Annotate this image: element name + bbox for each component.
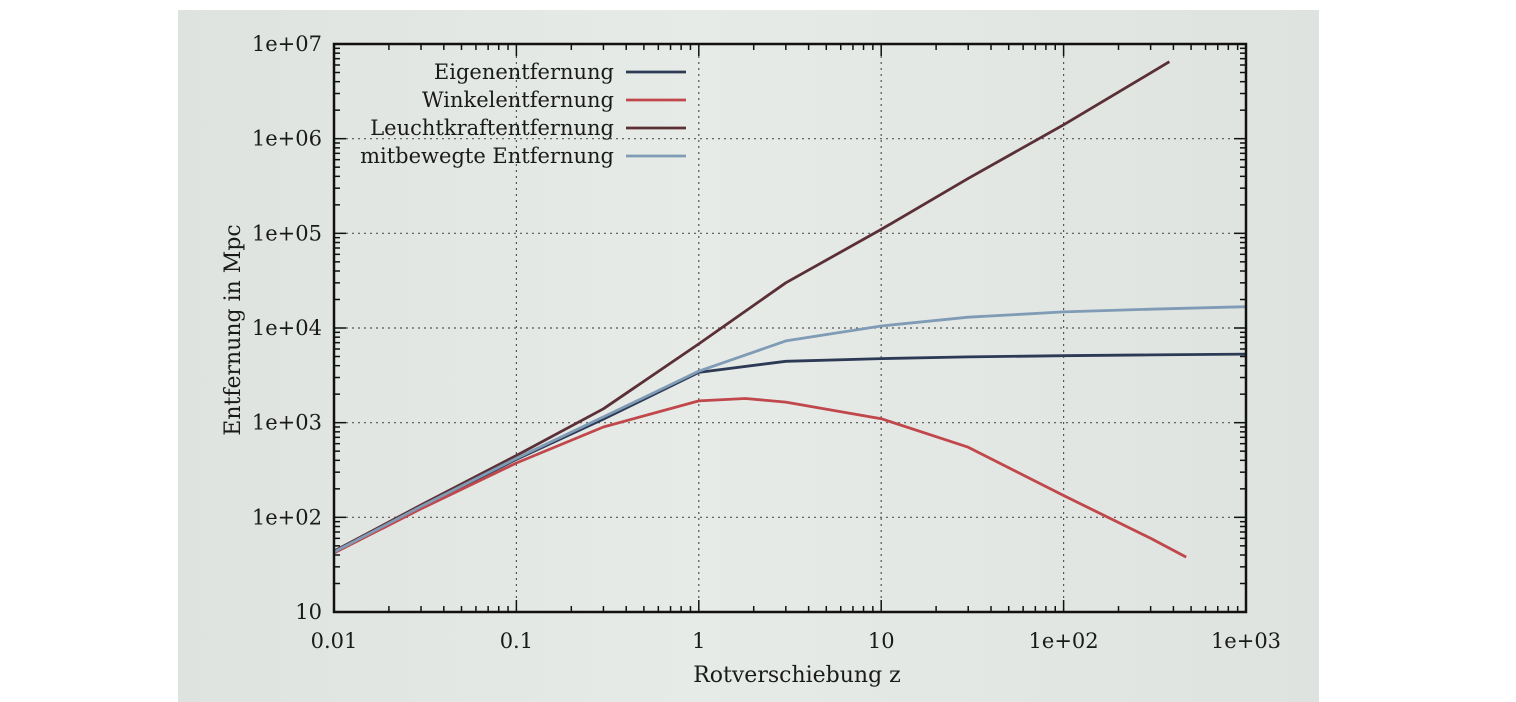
legend-label: Leuchtkraftentfernung <box>370 116 614 140</box>
x-tick-label: 1e+02 <box>1029 629 1099 653</box>
legend-label: Winkelentfernung <box>422 88 614 112</box>
series-line-eigenentfernung <box>333 352 1247 554</box>
legend-label: mitbewegte Entfernung <box>360 144 614 168</box>
y-axis-title: Entfernung in Mpc <box>221 224 246 435</box>
y-tick-label: 1e+02 <box>252 505 322 529</box>
grid-lines <box>334 44 1246 612</box>
series-line-winkelentfernung <box>333 397 1187 559</box>
x-axis-title: Rotverschiebung z <box>693 663 901 688</box>
y-tick-label: 1e+06 <box>252 127 322 151</box>
plot-frame <box>332 42 1248 614</box>
y-tick-label: 10 <box>295 600 322 624</box>
y-tick-label: 1e+03 <box>252 411 322 435</box>
y-tick-label: 1e+07 <box>252 32 322 56</box>
x-tick-label: 0.01 <box>311 629 358 653</box>
plot-series <box>333 60 1247 559</box>
tick-labels: 0.01 0.1 1 10 1e+02 1e+03 10 1e+02 1e+03 1e+04 1e+… <box>252 32 1281 653</box>
x-tick-label: 0.1 <box>500 629 533 653</box>
x-tick-label: 1e+03 <box>1211 629 1281 653</box>
series-line-mitbewegte-entfernung <box>333 305 1247 554</box>
series-line-leuchtkraftentfernung <box>333 60 1171 553</box>
y-tick-label: 1e+04 <box>252 316 322 340</box>
legend: Eigenentfernung Winkelentfernung Leuchtkra… <box>360 60 686 168</box>
x-tick-label: 1 <box>692 629 705 653</box>
x-tick-label: 10 <box>868 629 895 653</box>
y-tick-label: 1e+05 <box>252 221 322 245</box>
legend-label: Eigenentfernung <box>434 60 614 84</box>
